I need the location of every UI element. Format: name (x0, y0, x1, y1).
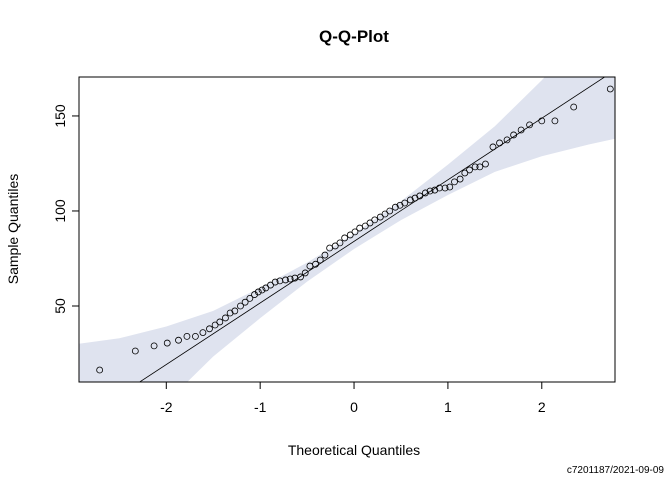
point (331, 242, 339, 250)
point (226, 309, 234, 317)
point (246, 294, 254, 302)
point (381, 210, 389, 218)
point (496, 139, 503, 147)
x-tick-label: 2 (538, 399, 546, 415)
point (456, 175, 464, 183)
point (570, 103, 578, 111)
point (538, 117, 546, 125)
point (297, 273, 304, 281)
point (216, 318, 224, 326)
y-tick-label: 50 (52, 298, 68, 314)
point (517, 126, 525, 134)
point (361, 222, 369, 230)
point (416, 192, 424, 200)
point (386, 207, 394, 215)
point (406, 196, 414, 204)
caption: c7201187/2021-09-09 (567, 465, 665, 476)
point (163, 339, 171, 347)
point (191, 332, 199, 340)
point (301, 269, 309, 277)
point (351, 228, 359, 236)
point (96, 366, 104, 374)
point (421, 189, 429, 197)
point (431, 186, 439, 194)
point (371, 216, 379, 224)
point (606, 85, 614, 93)
point (346, 231, 354, 239)
point (510, 131, 518, 139)
point (321, 251, 329, 259)
point (286, 275, 294, 283)
chart-title: Q-Q-Plot (319, 27, 389, 46)
point (441, 184, 449, 192)
y-axis-label: Sample Quantiles (5, 174, 21, 285)
point (271, 278, 279, 286)
y-tick-label: 150 (52, 104, 68, 128)
point (237, 302, 244, 310)
point (267, 281, 274, 289)
x-tick-label: -2 (160, 399, 173, 415)
point (411, 194, 419, 202)
point (503, 136, 511, 144)
x-tick-label: 1 (444, 399, 452, 415)
point (316, 256, 324, 264)
point (466, 166, 473, 174)
point (426, 187, 434, 195)
point (376, 213, 384, 221)
point (199, 329, 207, 336)
plot-area (79, 77, 615, 382)
point (175, 336, 182, 344)
point (150, 342, 158, 350)
point (461, 169, 469, 177)
point (366, 219, 374, 227)
point (471, 163, 479, 171)
point (476, 163, 484, 171)
point (183, 332, 191, 340)
point (451, 178, 458, 186)
plot-frame (78, 76, 616, 383)
point (222, 314, 229, 322)
point (258, 286, 266, 294)
x-tick-label: -1 (254, 399, 267, 415)
point (489, 143, 497, 151)
point (282, 276, 289, 284)
point (312, 260, 319, 268)
point (206, 325, 213, 333)
x-tick-label: 0 (350, 399, 358, 415)
point (336, 239, 344, 247)
point (341, 234, 349, 242)
point (401, 199, 409, 207)
confidence-band (79, 77, 615, 382)
x-axis-label: Theoretical Quantiles (288, 442, 420, 458)
point (446, 183, 454, 191)
point (241, 298, 249, 306)
point (211, 321, 219, 329)
reference-line (138, 77, 606, 382)
point (526, 121, 533, 129)
y-tick-label: 100 (52, 199, 68, 223)
point (482, 160, 489, 168)
point (231, 307, 239, 315)
point (551, 117, 559, 125)
point (131, 347, 139, 355)
point (391, 203, 399, 211)
point (254, 288, 262, 296)
